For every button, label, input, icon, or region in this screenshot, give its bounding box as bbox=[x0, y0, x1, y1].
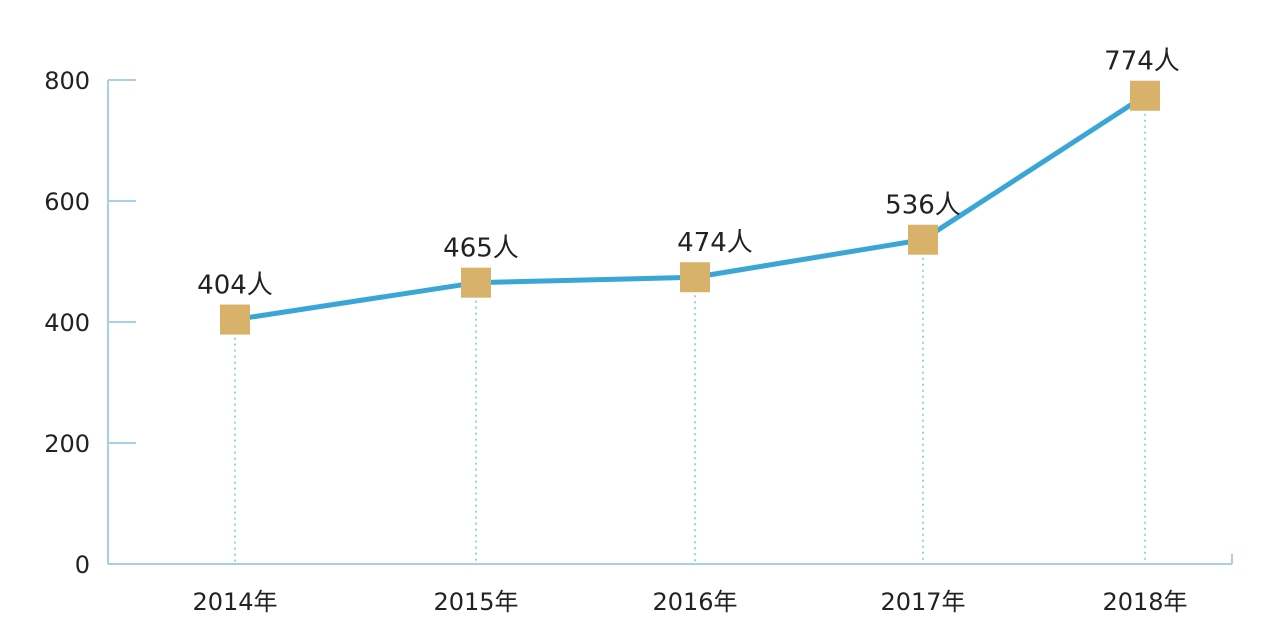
y-tick-label: 0 bbox=[75, 551, 90, 579]
data-label: 774人 bbox=[1104, 47, 1180, 77]
chart-droplines bbox=[234, 95, 1146, 564]
y-tick-label: 600 bbox=[44, 188, 90, 216]
y-tick-label: 400 bbox=[44, 309, 90, 337]
x-tick-label: 2018年 bbox=[1102, 588, 1187, 616]
data-point-marker bbox=[1130, 80, 1160, 111]
y-tick-label: 800 bbox=[44, 67, 90, 95]
data-label: 474人 bbox=[677, 228, 753, 258]
data-point-marker bbox=[461, 267, 491, 298]
data-label: 536人 bbox=[885, 191, 961, 221]
x-tick-label: 2015年 bbox=[433, 588, 518, 616]
chart-series bbox=[220, 80, 1160, 335]
data-point-marker bbox=[908, 224, 938, 255]
x-tick-label: 2016年 bbox=[652, 588, 737, 616]
x-tick-label: 2014年 bbox=[192, 588, 277, 616]
data-label: 404人 bbox=[197, 271, 273, 301]
data-point-marker bbox=[220, 304, 250, 335]
y-tick-label: 200 bbox=[44, 430, 90, 458]
chart-labels: 404人 465人 474人 536人 774人 bbox=[197, 47, 1180, 301]
data-label: 465人 bbox=[443, 234, 519, 264]
chart-axes: 0 200 400 600 800 2014年 2015年 2016年 2017年 2018年 bbox=[44, 67, 1233, 616]
x-tick-label: 2017年 bbox=[880, 588, 965, 616]
data-point-marker bbox=[680, 262, 710, 293]
